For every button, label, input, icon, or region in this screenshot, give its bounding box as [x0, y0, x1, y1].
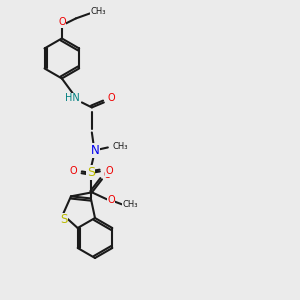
Text: CH₃: CH₃ [122, 200, 138, 209]
Text: N: N [91, 144, 99, 157]
Text: O: O [105, 167, 113, 176]
Text: O: O [69, 167, 77, 176]
Text: CH₃: CH₃ [90, 7, 106, 16]
Text: O: O [103, 170, 111, 180]
Text: S: S [60, 213, 68, 226]
Text: O: O [107, 93, 115, 103]
Text: O: O [107, 195, 115, 205]
Text: HN: HN [65, 93, 80, 103]
Text: S: S [87, 166, 95, 179]
Text: CH₃: CH₃ [112, 142, 128, 151]
Text: O: O [58, 17, 66, 27]
